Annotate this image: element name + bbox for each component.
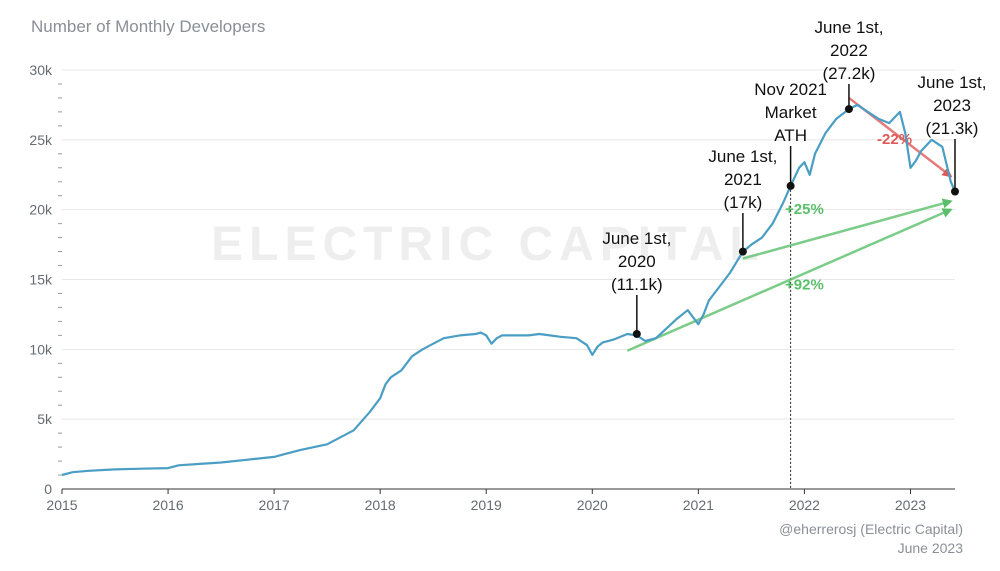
gridlines (62, 69, 955, 420)
annotation-label: Market (765, 103, 817, 122)
x-tick-label: 2020 (577, 497, 608, 513)
x-tick-label: 2015 (46, 497, 77, 513)
annotation-label: (21.3k) (926, 119, 979, 138)
y-tick-label: 0 (44, 481, 52, 497)
annotation-label: June 1st, (708, 147, 777, 166)
x-tick-label: 2019 (471, 497, 502, 513)
annotation-label: (27.2k) (822, 64, 875, 83)
annotation-label: 2020 (618, 252, 656, 271)
x-tick-label: 2021 (683, 497, 714, 513)
annotation-label: 2021 (724, 170, 762, 189)
chart-title: Number of Monthly Developers (31, 17, 266, 36)
annotation-label: (11.1k) (611, 275, 663, 294)
annotations: June 1st, 2020 (11.1k) June 1st, 2021 (17k) No… (602, 18, 987, 338)
annotation-dot (844, 105, 853, 114)
y-tick-label: 5k (37, 411, 53, 427)
change-arrow (742, 198, 953, 260)
annotation-label: Nov 2021 (754, 80, 827, 99)
annotation-label: (17k) (724, 193, 763, 212)
x-tick-label: 2022 (789, 497, 820, 513)
change-label: +92% (785, 276, 824, 293)
change-arrows: -22% +25% +92% (626, 96, 953, 352)
change-label: -22% (877, 131, 912, 148)
x-tick-label: 2017 (259, 497, 290, 513)
annotation-dot (951, 187, 959, 196)
y-tick-label: 10k (29, 341, 53, 357)
change-arrow (626, 208, 953, 352)
series (61, 103, 957, 477)
annotation-label: June 1st, (814, 18, 883, 37)
y-tick-label: 20k (29, 202, 53, 218)
credit-date: June 2023 (897, 540, 963, 556)
annotation-label: June 1st, (602, 229, 671, 248)
x-tick-label: 2023 (895, 497, 926, 513)
annotation-label: 2022 (830, 41, 868, 60)
annotation-dot (738, 247, 747, 256)
annotation-label: June 1st, (918, 73, 987, 92)
watermark: ELECTRIC CAPITAL (211, 218, 765, 271)
x-tick-label: 2016 (152, 497, 183, 513)
annotation-dot (632, 329, 641, 338)
credit-author: @eherrerosj (Electric Capital) (779, 521, 963, 537)
axes: 0 5k 10k 15k 20k 25k 30k 2015 2016 2017 2018 2019 20… (29, 62, 955, 513)
y-tick-label: 25k (29, 132, 53, 148)
annotation-label: 2023 (933, 96, 971, 115)
x-tick-label: 2018 (365, 497, 396, 513)
change-label: +25% (785, 201, 824, 218)
series-line (61, 103, 957, 477)
y-tick-label: 30k (29, 62, 53, 78)
y-tick-label: 15k (29, 272, 53, 288)
annotation-dot (786, 181, 795, 190)
annotation-label: ATH (774, 126, 807, 145)
